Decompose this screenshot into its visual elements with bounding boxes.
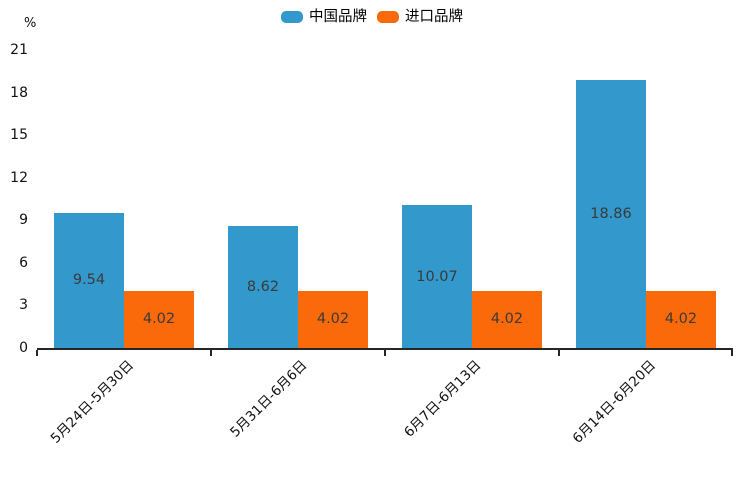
legend-swatch-icon xyxy=(281,11,303,23)
y-axis-ticks: 0 3 6 9 12 15 18 21 xyxy=(0,0,28,420)
y-tick-label: 21 xyxy=(10,42,28,58)
x-tick-label: 5月31日-6月6日 xyxy=(227,357,311,441)
x-tick-mark xyxy=(210,350,212,356)
x-tick-mark xyxy=(384,350,386,356)
bar-import-brand[interactable]: 4.02 xyxy=(298,290,368,348)
legend-swatch-icon xyxy=(377,11,399,23)
y-tick-label: 18 xyxy=(10,84,28,101)
legend-item-china-brand[interactable]: 中国品牌 xyxy=(281,9,367,25)
x-tick-mark xyxy=(731,350,733,356)
y-tick-label: 3 xyxy=(19,297,28,314)
bar-value-label: 10.07 xyxy=(416,268,458,285)
legend: 中国品牌 进口品牌 xyxy=(0,9,744,25)
legend-label: 中国品牌 xyxy=(309,9,367,25)
bar-value-label: 8.62 xyxy=(246,278,280,295)
legend-label: 进口品牌 xyxy=(405,9,463,25)
bar-value-label: 18.86 xyxy=(590,206,632,223)
y-tick-label: 15 xyxy=(10,127,28,144)
bar-china-brand[interactable]: 9.54 xyxy=(54,212,124,348)
bar-import-brand[interactable]: 4.02 xyxy=(472,290,542,348)
bar-import-brand[interactable]: 4.02 xyxy=(124,290,194,348)
y-tick-label: 9 xyxy=(19,212,28,229)
x-tick-mark xyxy=(558,350,560,356)
bar-import-brand[interactable]: 4.02 xyxy=(646,290,716,348)
bar-value-label: 4.02 xyxy=(664,311,698,328)
bar-china-brand[interactable]: 10.07 xyxy=(402,205,472,348)
x-tick-label: 6月7日-6月13日 xyxy=(401,357,485,441)
y-axis-unit-label: % xyxy=(24,16,37,31)
y-tick-label: 12 xyxy=(10,169,28,186)
bar-china-brand[interactable]: 18.86 xyxy=(576,80,646,348)
bar-china-brand[interactable]: 8.62 xyxy=(228,225,298,348)
bar-value-label: 9.54 xyxy=(72,272,106,289)
x-tick-label: 6月14日-6月20日 xyxy=(569,357,659,447)
bar-value-label: 4.02 xyxy=(490,311,524,328)
x-tick-label: 5月24日-5月30日 xyxy=(47,357,137,447)
plot-area: 9.54 8.62 10.07 18.86 4.02 4.02 4.02 4.02 xyxy=(36,50,733,356)
y-tick-label: 0 xyxy=(19,340,28,356)
legend-item-import-brand[interactable]: 进口品牌 xyxy=(377,9,463,25)
y-tick-label: 6 xyxy=(19,254,28,271)
bar-value-label: 4.02 xyxy=(142,311,176,328)
x-tick-mark xyxy=(36,350,38,356)
bar-value-label: 4.02 xyxy=(316,311,350,328)
